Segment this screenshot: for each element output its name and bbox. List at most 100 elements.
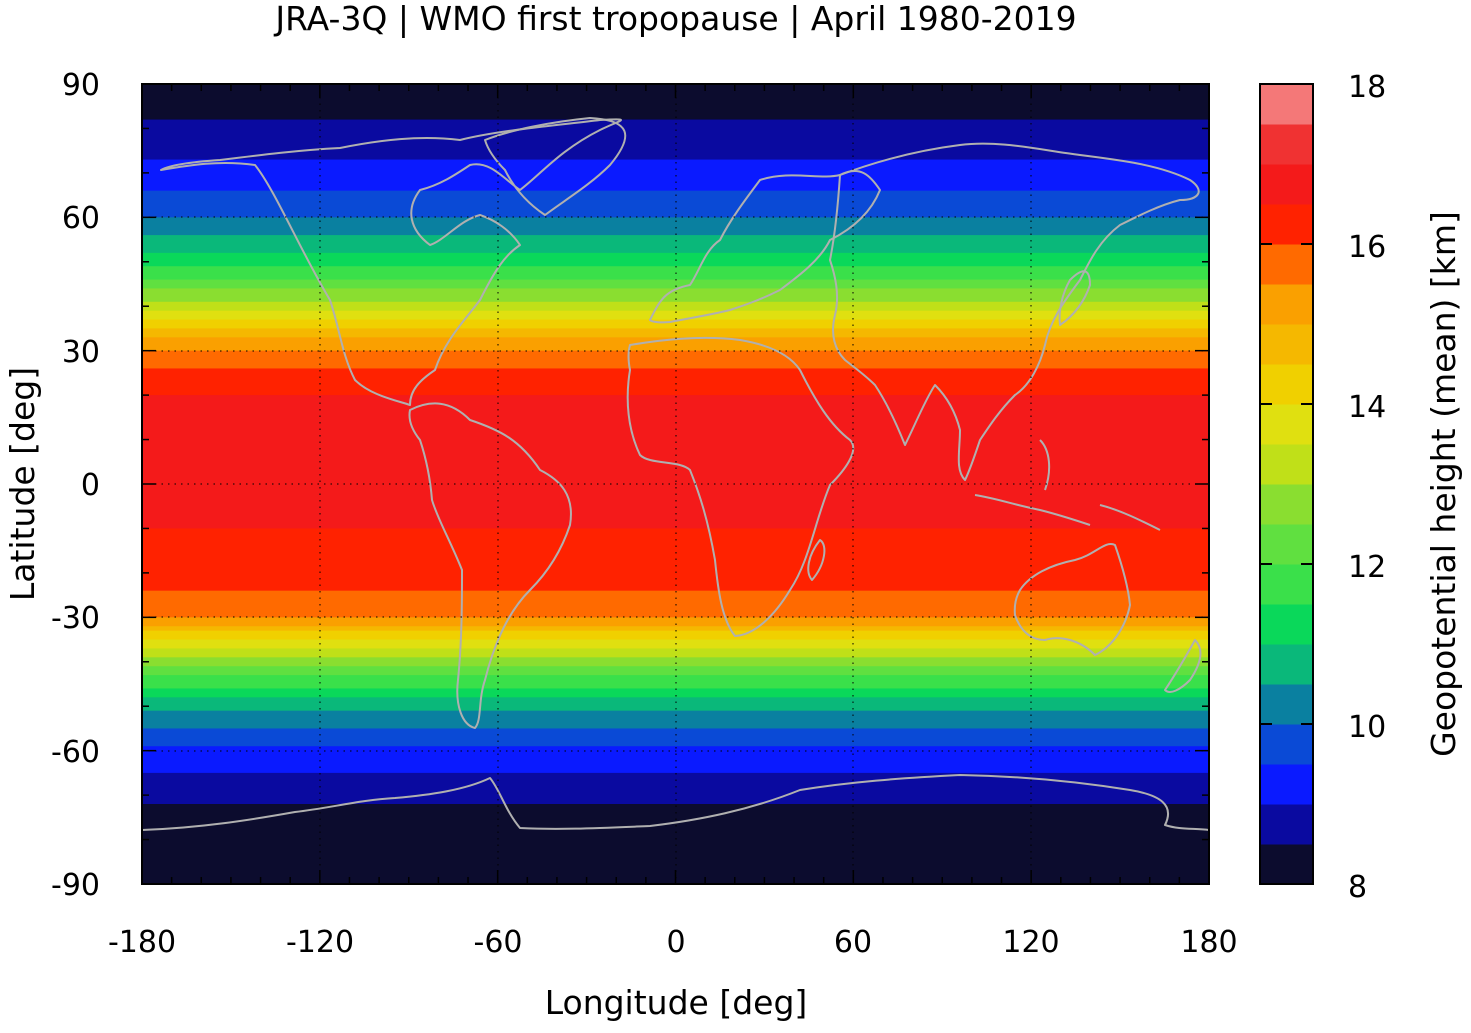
- height-band: [142, 195, 1209, 201]
- y-tick-label: -60: [51, 735, 100, 770]
- height-band: [142, 444, 1209, 450]
- height-band: [142, 684, 1209, 690]
- height-band: [142, 221, 1209, 227]
- height-band: [142, 666, 1209, 672]
- height-band: [142, 306, 1209, 312]
- height-band: [142, 652, 1209, 658]
- height-band: [142, 626, 1209, 632]
- colorbar-swatch: [1260, 84, 1313, 125]
- height-band: [142, 164, 1209, 170]
- height-band: [142, 581, 1209, 587]
- colorbar-tick-label: 16: [1348, 230, 1386, 265]
- height-band: [142, 275, 1209, 281]
- height-band: [142, 768, 1209, 774]
- height-band: [142, 252, 1209, 258]
- height-band: [142, 848, 1209, 854]
- coastline-europe: [649, 170, 881, 324]
- x-tick-label: 180: [1180, 925, 1237, 960]
- height-band: [142, 359, 1209, 365]
- height-band: [142, 346, 1209, 352]
- y-tick-label: -30: [51, 601, 100, 636]
- colorbar-swatch: [1260, 244, 1313, 285]
- y-tick-label: 90: [62, 68, 100, 103]
- height-band: [142, 190, 1209, 196]
- coastline-africa: [626, 336, 855, 637]
- chart-title: JRA-3Q | WMO first tropopause | April 19…: [273, 0, 1076, 38]
- coastline-south-america: [408, 402, 572, 729]
- height-band: [142, 786, 1209, 792]
- colorbar-swatch: [1260, 844, 1313, 885]
- height-band: [142, 292, 1209, 298]
- height-band: [142, 546, 1209, 552]
- height-band: [142, 852, 1209, 858]
- height-band: [142, 110, 1209, 116]
- height-band: [142, 715, 1209, 721]
- height-band: [142, 124, 1209, 130]
- colorbar-swatch: [1260, 644, 1313, 685]
- height-band: [142, 421, 1209, 427]
- height-band: [142, 168, 1209, 174]
- height-band: [142, 435, 1209, 441]
- y-tick-label: -90: [51, 868, 100, 903]
- x-tick-label: -60: [474, 925, 523, 960]
- height-band: [142, 697, 1209, 703]
- coastline-australia: [1013, 543, 1131, 656]
- colorbar-swatch: [1260, 684, 1313, 725]
- coastline-japan: [1058, 270, 1091, 326]
- height-band: [142, 599, 1209, 605]
- height-band: [142, 208, 1209, 214]
- height-band: [142, 772, 1209, 778]
- colorbar-swatch: [1260, 444, 1313, 485]
- height-band: [142, 728, 1209, 734]
- coastline-new-zealand: [1164, 639, 1202, 693]
- height-band: [142, 830, 1209, 836]
- height-band: [142, 217, 1209, 223]
- x-tick-label: -120: [286, 925, 354, 960]
- colorbar-tick-label: 14: [1348, 390, 1386, 425]
- coastline-indonesia: [974, 439, 1161, 531]
- height-band: [142, 226, 1209, 232]
- height-band: [142, 324, 1209, 330]
- height-band: [142, 97, 1209, 103]
- height-band: [142, 315, 1209, 321]
- coastline-greenland: [484, 117, 627, 216]
- colorbar-tick-label: 18: [1348, 70, 1386, 105]
- height-band: [142, 390, 1209, 396]
- map-panel: [142, 84, 1209, 884]
- colorbar-tick-label: 8: [1348, 870, 1367, 905]
- height-band: [142, 150, 1209, 156]
- colorbar-tick-label: 12: [1348, 550, 1386, 585]
- height-band: [142, 448, 1209, 454]
- height-band: [142, 644, 1209, 650]
- height-band: [142, 781, 1209, 787]
- colorbar-tick-label: 10: [1348, 710, 1386, 745]
- height-band: [142, 399, 1209, 405]
- x-tick-label: 120: [1002, 925, 1059, 960]
- height-band: [142, 519, 1209, 525]
- coastline-antarctica: [142, 774, 1209, 831]
- height-band: [142, 332, 1209, 338]
- height-band: [142, 661, 1209, 667]
- colorbar-swatch: [1260, 204, 1313, 245]
- height-band: [142, 657, 1209, 663]
- height-band: [142, 746, 1209, 752]
- y-tick-label: 60: [62, 201, 100, 236]
- height-band: [142, 146, 1209, 152]
- height-band: [142, 266, 1209, 272]
- height-band: [142, 288, 1209, 294]
- height-band: [142, 310, 1209, 316]
- height-band: [142, 724, 1209, 730]
- colorbar-swatch: [1260, 764, 1313, 805]
- colorbar-swatch: [1260, 404, 1313, 445]
- height-band: [142, 239, 1209, 245]
- height-band: [142, 604, 1209, 610]
- height-band: [142, 177, 1209, 183]
- height-band: [142, 350, 1209, 356]
- height-band: [142, 755, 1209, 761]
- height-band: [142, 248, 1209, 254]
- height-band: [142, 750, 1209, 756]
- height-band: [142, 688, 1209, 694]
- height-band: [142, 488, 1209, 494]
- height-band: [142, 386, 1209, 392]
